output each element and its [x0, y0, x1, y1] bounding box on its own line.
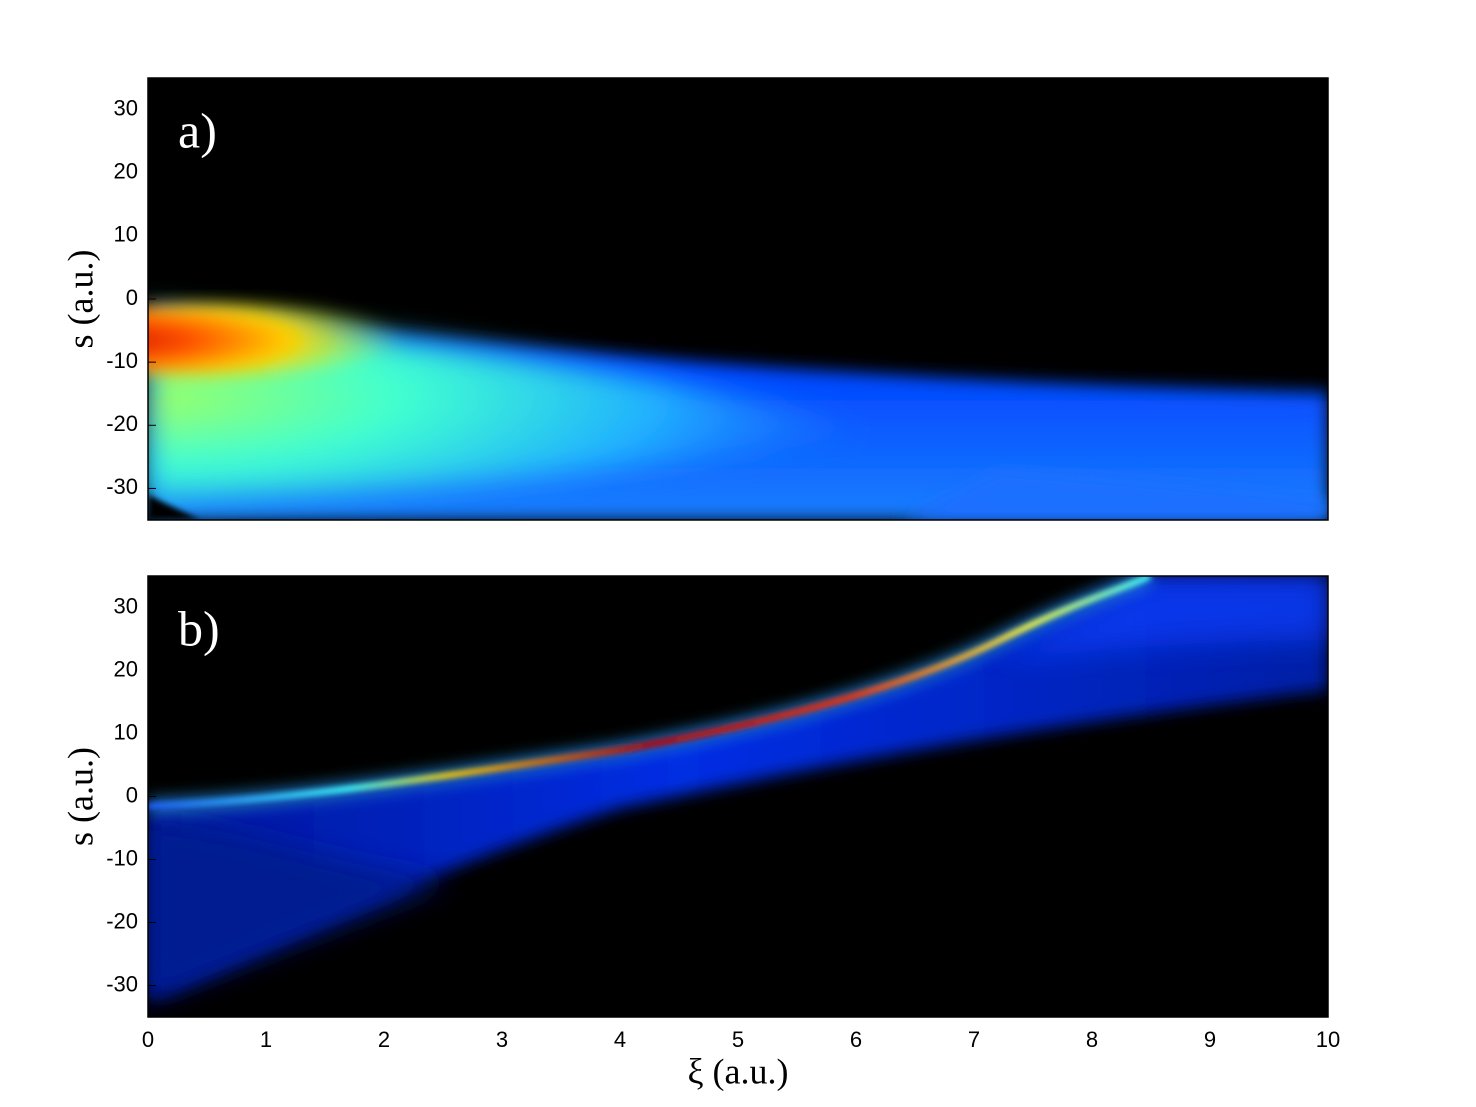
x-tick-label: 1: [260, 1027, 272, 1052]
x-tick-label: 5: [732, 1027, 744, 1052]
y-axis-label: s (a.u.): [60, 747, 100, 846]
y-tick-label: 30: [114, 593, 138, 618]
y-tick-label: 30: [114, 95, 138, 120]
x-tick-label: 9: [1204, 1027, 1216, 1052]
y-tick-label: 20: [114, 656, 138, 681]
heatmap: [148, 576, 1328, 1000]
heatmap: [148, 304, 1328, 520]
x-axis-label: ξ (a.u.): [687, 1051, 788, 1091]
panel-label: b): [178, 600, 220, 656]
y-tick-label: 0: [126, 285, 138, 310]
x-tick-label: 0: [142, 1027, 154, 1052]
x-tick-label: 3: [496, 1027, 508, 1052]
y-axis-label: s (a.u.): [60, 250, 100, 349]
x-tick-label: 4: [614, 1027, 626, 1052]
x-tick-label: 8: [1086, 1027, 1098, 1052]
y-tick-label: 20: [114, 159, 138, 184]
x-tick-label: 6: [850, 1027, 862, 1052]
y-tick-label: 10: [114, 719, 138, 744]
panel-label: a): [178, 102, 217, 158]
x-tick-label: 7: [968, 1027, 980, 1052]
y-tick-label: -30: [106, 971, 138, 996]
y-tick-label: -20: [106, 411, 138, 436]
y-tick-label: -20: [106, 908, 138, 933]
y-tick-label: -10: [106, 845, 138, 870]
y-tick-label: 10: [114, 222, 138, 247]
y-tick-label: -10: [106, 348, 138, 373]
x-tick-label: 2: [378, 1027, 390, 1052]
x-tick-label: 10: [1316, 1027, 1340, 1052]
y-tick-label: 0: [126, 782, 138, 807]
y-tick-label: -30: [106, 474, 138, 499]
